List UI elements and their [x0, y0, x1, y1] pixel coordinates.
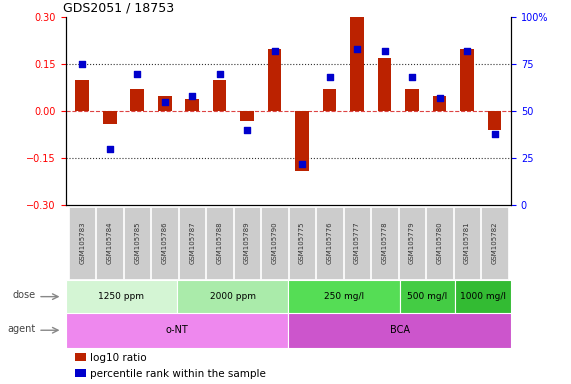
Bar: [177, 280, 288, 313]
Point: [187, 93, 196, 99]
Text: GSM105775: GSM105775: [299, 222, 305, 264]
Bar: [158, 96, 171, 111]
Text: 1250 ppm: 1250 ppm: [98, 292, 144, 301]
Bar: [268, 49, 282, 111]
Bar: [96, 207, 123, 279]
Bar: [400, 280, 456, 313]
Bar: [66, 313, 288, 348]
Bar: [460, 49, 474, 111]
Text: 500 mg/l: 500 mg/l: [408, 292, 448, 301]
Text: GSM105777: GSM105777: [354, 222, 360, 264]
Bar: [399, 207, 425, 279]
Point: [490, 131, 499, 137]
Text: GDS2051 / 18753: GDS2051 / 18753: [63, 2, 175, 15]
Point: [78, 61, 87, 68]
Bar: [207, 207, 233, 279]
Bar: [75, 369, 86, 377]
Point: [435, 95, 444, 101]
Point: [132, 71, 142, 77]
Bar: [179, 207, 206, 279]
Bar: [323, 89, 336, 111]
Text: GSM105779: GSM105779: [409, 222, 415, 264]
Text: GSM105783: GSM105783: [79, 222, 85, 264]
Text: dose: dose: [13, 290, 36, 300]
Point: [380, 48, 389, 54]
Point: [105, 146, 114, 152]
Bar: [344, 207, 370, 279]
Point: [352, 46, 361, 52]
Text: 1000 mg/l: 1000 mg/l: [460, 292, 506, 301]
Bar: [289, 207, 315, 279]
Bar: [130, 89, 144, 111]
Text: GSM105781: GSM105781: [464, 222, 470, 264]
Text: GSM105787: GSM105787: [189, 222, 195, 264]
Bar: [481, 207, 508, 279]
Bar: [488, 111, 501, 130]
Point: [160, 99, 169, 105]
Bar: [69, 207, 95, 279]
Point: [215, 71, 224, 77]
Bar: [124, 207, 150, 279]
Text: 250 mg/l: 250 mg/l: [324, 292, 364, 301]
Bar: [185, 99, 199, 111]
Bar: [288, 313, 511, 348]
Text: percentile rank within the sample: percentile rank within the sample: [90, 369, 266, 379]
Text: GSM105782: GSM105782: [492, 222, 497, 264]
Bar: [103, 111, 116, 124]
Bar: [427, 207, 453, 279]
Text: GSM105789: GSM105789: [244, 222, 250, 264]
Point: [408, 74, 417, 81]
Bar: [66, 280, 177, 313]
Bar: [288, 280, 400, 313]
Bar: [75, 80, 89, 111]
Text: GSM105785: GSM105785: [134, 222, 140, 264]
Point: [325, 74, 334, 81]
Text: GSM105780: GSM105780: [437, 222, 443, 264]
Text: GSM105776: GSM105776: [327, 222, 332, 264]
Text: log10 ratio: log10 ratio: [90, 353, 147, 363]
Bar: [316, 207, 343, 279]
Bar: [350, 17, 364, 111]
Text: 2000 ppm: 2000 ppm: [210, 292, 256, 301]
Text: GSM105786: GSM105786: [162, 222, 168, 264]
Text: agent: agent: [8, 323, 36, 334]
Bar: [405, 89, 419, 111]
Bar: [151, 207, 178, 279]
Point: [270, 48, 279, 54]
Bar: [433, 96, 447, 111]
Text: GSM105788: GSM105788: [216, 222, 223, 264]
Bar: [377, 58, 392, 111]
Text: GSM105784: GSM105784: [107, 222, 112, 264]
Point: [297, 161, 307, 167]
Text: o-NT: o-NT: [166, 325, 188, 335]
Point: [243, 127, 252, 133]
Bar: [456, 280, 511, 313]
Bar: [454, 207, 480, 279]
Point: [463, 48, 472, 54]
Bar: [234, 207, 260, 279]
Bar: [371, 207, 398, 279]
Text: BCA: BCA: [389, 325, 410, 335]
Text: GSM105790: GSM105790: [272, 222, 278, 264]
Bar: [240, 111, 254, 121]
Bar: [295, 111, 309, 171]
Text: GSM105778: GSM105778: [381, 222, 388, 264]
Bar: [75, 353, 86, 361]
Bar: [262, 207, 288, 279]
Bar: [213, 80, 227, 111]
